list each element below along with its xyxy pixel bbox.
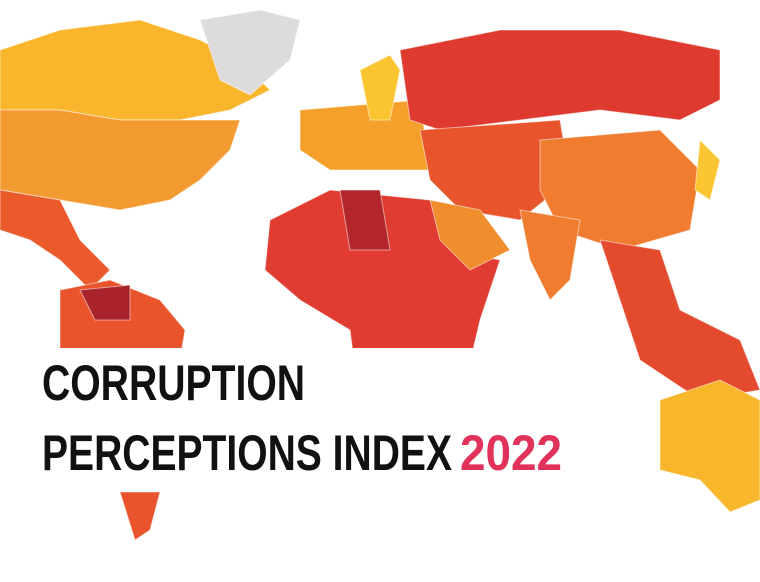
india <box>519 209 581 301</box>
russia <box>399 29 721 131</box>
title-line-1: CORRUPTION <box>42 355 305 411</box>
southeast-asia <box>599 239 760 401</box>
south-america-tip <box>119 491 161 541</box>
scandinavia <box>359 54 401 121</box>
title-year: 2022 <box>460 425 562 481</box>
title-line-2: PERCEPTIONS INDEX <box>42 425 452 481</box>
greenland <box>199 9 301 96</box>
venezuela <box>79 284 131 321</box>
central-asia <box>419 119 571 221</box>
united-states <box>0 109 241 211</box>
title-box <box>25 348 580 490</box>
arabia <box>429 199 511 271</box>
libya <box>339 189 391 251</box>
japan <box>694 138 721 201</box>
australia <box>659 379 760 513</box>
